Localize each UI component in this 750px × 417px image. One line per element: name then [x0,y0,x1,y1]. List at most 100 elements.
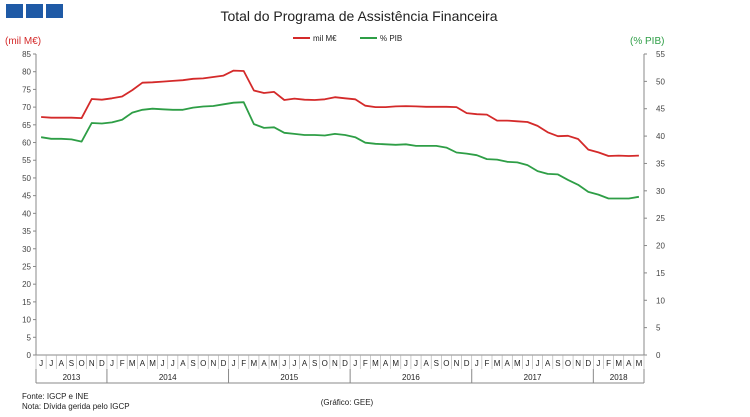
x-month-label: A [59,359,65,368]
x-year-label: 2015 [280,373,298,382]
legend-label-milme: mil M€ [313,34,337,43]
x-month-label: J [292,359,296,368]
y-tick-label-left: 20 [22,280,31,289]
y-tick-label-left: 25 [22,262,31,271]
x-month-label: D [342,359,348,368]
y-tick-label-left: 35 [22,227,31,236]
x-month-label: D [99,359,105,368]
x-month-label: J [49,359,53,368]
chart-credit: (Gráfico: GEE) [321,398,374,407]
x-month-label: M [372,359,379,368]
x-month-label: J [39,359,43,368]
x-month-label: A [505,359,511,368]
y-tick-label-right: 55 [656,50,665,59]
x-month-label: N [575,359,581,368]
x-year-label: 2013 [63,373,81,382]
x-month-label: F [241,359,246,368]
x-month-label: M [129,359,136,368]
x-month-label: M [149,359,156,368]
x-month-label: F [120,359,125,368]
y-tick-label-left: 15 [22,298,31,307]
x-month-label: J [282,359,286,368]
x-month-label: J [414,359,418,368]
x-month-label: M [514,359,521,368]
x-month-label: F [363,359,368,368]
legend-label-pib: % PIB [380,34,402,43]
x-month-label: S [69,359,74,368]
x-month-label: J [475,359,479,368]
y-tick-label-right: 25 [656,214,665,223]
y-tick-label-right: 5 [656,324,661,333]
y-tick-label-left: 10 [22,316,31,325]
y-tick-label-left: 65 [22,121,31,130]
x-month-label: M [494,359,501,368]
x-month-label: M [636,359,643,368]
logo-square [46,4,63,18]
x-month-label: J [404,359,408,368]
x-month-label: J [161,359,165,368]
y-tick-label-right: 35 [656,159,665,168]
y-tick-label-left: 75 [22,85,31,94]
x-month-label: A [261,359,267,368]
x-month-label: S [555,359,560,368]
y-tick-label-left: 55 [22,156,31,165]
x-month-label: F [606,359,611,368]
footnote: Nota: Dívida gerida pelo IGCP [22,402,130,411]
x-month-label: A [140,359,146,368]
y-tick-label-right: 30 [656,187,665,196]
y-ticks-left: 0 5 10 15 20 25 30 35 40 45 50 55 60 65 70 75 80 85 [22,50,36,360]
x-month-label: O [565,359,571,368]
x-year-label: 2014 [159,373,177,382]
x-year-label: 2016 [402,373,420,382]
x-year-label: 2017 [524,373,542,382]
chart-title: Total do Programa de Assistência Finance… [220,8,497,24]
x-month-label: A [545,359,551,368]
x-month-label: A [180,359,186,368]
y-tick-label-right: 15 [656,269,665,278]
x-month-label: N [454,359,460,368]
y-tick-label-right: 0 [656,351,661,360]
y-tick-label-left: 60 [22,139,31,148]
x-month-label: J [232,359,236,368]
x-month-label: J [353,359,357,368]
x-month-label: M [271,359,278,368]
x-month-label: J [536,359,540,368]
x-month-label: O [322,359,328,368]
x-month-label: M [251,359,258,368]
y-tick-label-left: 70 [22,103,31,112]
series-line-milme [41,69,639,157]
y-axis-left-label: (mil M€) [5,36,41,47]
x-month-label: J [110,359,114,368]
y-tick-label-right: 10 [656,296,665,305]
x-year-label: 2018 [610,373,628,382]
x-month-label: J [596,359,600,368]
x-month-label: F [484,359,489,368]
series-lines [40,69,640,200]
source-note: Fonte: IGCP e INE [22,392,89,401]
x-month-label: A [302,359,308,368]
logo [6,4,63,18]
y-tick-label-left: 40 [22,209,31,218]
x-month-label: D [221,359,227,368]
x-month-label: J [171,359,175,368]
x-month-label: O [78,359,84,368]
x-month-label: A [626,359,632,368]
x-month-label: N [210,359,216,368]
y-axis-right-label: (% PIB) [630,36,664,47]
y-tick-label-left: 45 [22,192,31,201]
x-month-label: S [312,359,317,368]
y-tick-label-left: 80 [22,68,31,77]
y-tick-label-right: 40 [656,132,665,141]
legend: mil M€ % PIB [293,34,402,43]
x-month-label: N [89,359,95,368]
x-month-label: A [383,359,389,368]
x-month-label: M [615,359,622,368]
x-month-label: S [434,359,439,368]
y-tick-label-left: 50 [22,174,31,183]
y-tick-label-right: 20 [656,242,665,251]
x-month-label: J [525,359,529,368]
y-tick-label-right: 50 [656,77,665,86]
x-month-label: A [423,359,429,368]
y-ticks-right: 0 5 10 15 20 25 30 35 40 45 50 55 [644,50,665,360]
